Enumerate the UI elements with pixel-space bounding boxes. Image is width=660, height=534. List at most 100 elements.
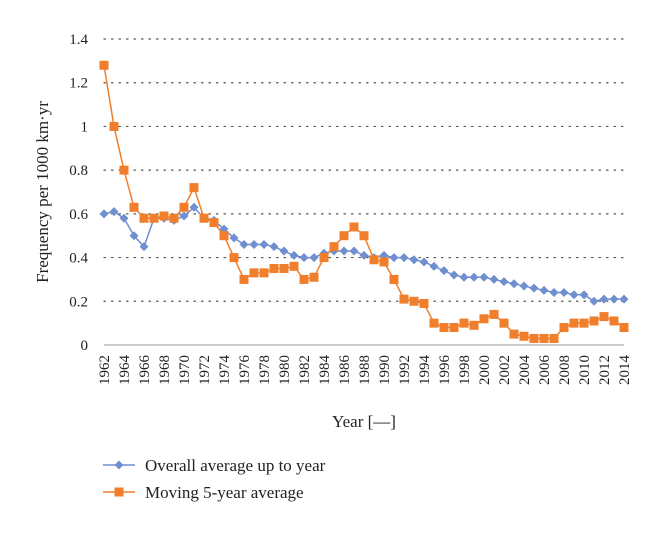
- data-point: [229, 233, 239, 243]
- y-axis-ticks: 0 0.2 0.4 0.6 0.8 1 1.2 1.4: [69, 32, 88, 354]
- data-point: [429, 261, 439, 271]
- legend-marker: [114, 487, 124, 497]
- x-axis-ticks: 1962 1964 1966 1968 1970 1972 1974 1976 1978 1980…: [97, 355, 633, 386]
- x-tick-label: 2008: [557, 355, 573, 385]
- x-tick-label: 1982: [297, 355, 313, 385]
- data-point: [549, 333, 559, 343]
- data-point: [299, 274, 309, 284]
- y-tick-label: 0.6: [69, 207, 88, 223]
- x-tick-label: 1984: [317, 355, 333, 386]
- data-point: [459, 318, 469, 328]
- x-tick-label: 1992: [397, 355, 413, 385]
- data-point: [489, 274, 499, 284]
- data-point: [289, 250, 299, 260]
- data-point: [399, 253, 409, 263]
- data-point: [529, 283, 539, 293]
- data-point: [599, 294, 609, 304]
- data-point: [439, 266, 449, 276]
- data-point: [239, 239, 249, 249]
- y-tick-label: 1.2: [69, 76, 88, 92]
- data-point: [259, 239, 269, 249]
- legend-label: Overall average up to year: [145, 456, 326, 475]
- legend-item: Overall average up to year: [103, 456, 326, 475]
- x-tick-label: 1976: [237, 355, 253, 386]
- data-point: [289, 261, 299, 271]
- data-point: [329, 242, 339, 252]
- x-tick-label: 1996: [437, 355, 453, 386]
- legend: Overall average up to year Moving 5-year …: [103, 456, 326, 502]
- data-point: [369, 255, 379, 265]
- y-tick-label: 1.4: [69, 32, 88, 48]
- x-tick-label: 1964: [117, 355, 133, 386]
- data-point: [139, 242, 149, 252]
- data-point: [169, 213, 179, 223]
- data-point: [309, 272, 319, 282]
- x-tick-label: 2002: [497, 355, 513, 385]
- data-point: [269, 264, 279, 273]
- data-point: [389, 274, 399, 284]
- series-1: [99, 202, 629, 306]
- data-point: [189, 202, 199, 212]
- data-point: [569, 290, 579, 300]
- data-point: [539, 285, 549, 295]
- data-point: [109, 207, 119, 217]
- x-tick-label: 1990: [377, 355, 393, 385]
- data-point: [429, 318, 439, 328]
- x-tick-label: 1966: [137, 355, 153, 386]
- data-point: [379, 257, 389, 267]
- data-point: [179, 211, 189, 221]
- data-point: [119, 165, 129, 175]
- data-point: [219, 231, 229, 241]
- data-point: [99, 60, 109, 70]
- x-tick-label: 2014: [617, 355, 633, 386]
- x-tick-label: 1998: [457, 355, 473, 385]
- data-point: [419, 257, 429, 267]
- y-tick-label: 0.8: [69, 163, 88, 179]
- data-point: [139, 213, 149, 223]
- data-point: [579, 318, 589, 328]
- x-tick-label: 1970: [177, 355, 193, 385]
- data-point: [409, 296, 419, 306]
- data-point: [589, 296, 599, 306]
- x-tick-label: 2006: [537, 355, 553, 386]
- data-point: [159, 211, 169, 221]
- data-point: [609, 316, 619, 326]
- data-point: [479, 314, 489, 324]
- legend-item: Moving 5-year average: [103, 483, 304, 502]
- data-point: [189, 183, 199, 193]
- y-tick-label: 0.2: [69, 294, 88, 310]
- y-tick-label: 1: [81, 119, 89, 135]
- data-point: [149, 213, 159, 223]
- data-point: [419, 298, 429, 308]
- data-point: [209, 218, 219, 228]
- data-point: [469, 272, 479, 282]
- data-point: [339, 231, 349, 241]
- data-point: [389, 253, 399, 263]
- data-point: [349, 246, 359, 256]
- data-point: [519, 331, 529, 341]
- data-point: [519, 281, 529, 291]
- data-point: [399, 294, 409, 304]
- x-tick-label: 2012: [597, 355, 613, 385]
- data-point: [339, 246, 349, 256]
- data-point: [439, 323, 449, 333]
- data-point: [509, 329, 519, 339]
- x-tick-label: 2010: [577, 355, 593, 385]
- data-point: [99, 209, 109, 219]
- x-tick-label: 2004: [517, 355, 533, 386]
- data-point: [279, 246, 289, 256]
- data-point: [479, 272, 489, 282]
- data-point: [249, 239, 259, 249]
- data-point: [259, 268, 269, 278]
- series-layer: [99, 60, 629, 343]
- legend-marker: [114, 460, 124, 470]
- data-point: [619, 294, 629, 304]
- data-point: [199, 213, 209, 223]
- data-point: [129, 202, 139, 212]
- data-point: [279, 264, 289, 273]
- data-point: [119, 213, 129, 223]
- data-point: [109, 121, 119, 131]
- x-tick-label: 2000: [477, 355, 493, 385]
- data-point: [129, 231, 139, 241]
